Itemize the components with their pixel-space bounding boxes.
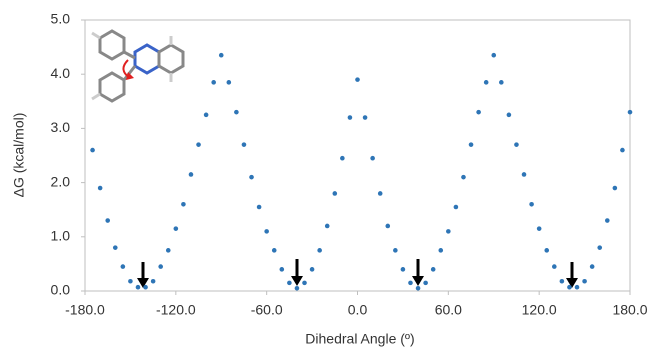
x-tick-label: -60.0 bbox=[251, 302, 283, 318]
data-point bbox=[567, 285, 572, 290]
data-point bbox=[317, 248, 322, 253]
data-point bbox=[143, 285, 148, 290]
data-point bbox=[597, 245, 602, 250]
molecule-inset bbox=[92, 31, 183, 101]
data-point bbox=[620, 148, 625, 153]
y-tick-label: 4.0 bbox=[51, 65, 71, 81]
data-point bbox=[461, 175, 466, 180]
data-point bbox=[537, 226, 542, 231]
data-point bbox=[401, 267, 406, 272]
data-point bbox=[522, 172, 527, 177]
data-point bbox=[438, 248, 443, 253]
x-tick-label: 120.0 bbox=[522, 302, 557, 318]
data-point bbox=[227, 80, 232, 85]
data-point bbox=[363, 115, 368, 120]
data-point bbox=[295, 286, 300, 291]
x-tick-label: 0.0 bbox=[348, 302, 368, 318]
data-point bbox=[340, 156, 345, 161]
y-tick-label: 0.0 bbox=[51, 282, 71, 298]
data-point bbox=[196, 142, 201, 147]
y-tick-label: 5.0 bbox=[51, 11, 71, 27]
data-point bbox=[476, 110, 481, 115]
data-point bbox=[575, 285, 580, 290]
data-point bbox=[590, 264, 595, 269]
x-tick-label: 180.0 bbox=[612, 302, 647, 318]
data-point bbox=[158, 264, 163, 269]
data-point bbox=[582, 279, 587, 284]
data-point bbox=[446, 229, 451, 234]
data-point bbox=[332, 191, 337, 196]
x-axis-title: Dihedral Angle (º) bbox=[305, 331, 414, 347]
data-point bbox=[484, 80, 489, 85]
data-point bbox=[423, 281, 428, 286]
data-point bbox=[121, 264, 126, 269]
data-point bbox=[325, 224, 330, 229]
data-point bbox=[219, 53, 224, 58]
data-point bbox=[628, 110, 633, 115]
data-point bbox=[378, 191, 383, 196]
data-point bbox=[166, 248, 171, 253]
data-point bbox=[370, 156, 375, 161]
data-point bbox=[272, 248, 277, 253]
data-point bbox=[605, 218, 610, 223]
data-point bbox=[385, 224, 390, 229]
data-point bbox=[98, 186, 103, 191]
data-point bbox=[211, 80, 216, 85]
data-point bbox=[348, 115, 353, 120]
x-tick-label: 60.0 bbox=[435, 302, 462, 318]
page: Dihedral Angle (º) ΔG (kcal/mol) 0.0 1.0 2… bbox=[0, 0, 651, 358]
data-point bbox=[469, 142, 474, 147]
data-point bbox=[613, 186, 618, 191]
data-point bbox=[552, 264, 557, 269]
data-point bbox=[529, 202, 534, 207]
data-point bbox=[280, 267, 285, 272]
data-point bbox=[560, 279, 565, 284]
x-tick-label: -180.0 bbox=[65, 302, 105, 318]
data-point bbox=[105, 218, 110, 223]
data-point bbox=[181, 202, 186, 207]
data-point bbox=[393, 248, 398, 253]
data-point bbox=[287, 281, 292, 286]
chart: Dihedral Angle (º) ΔG (kcal/mol) 0.0 1.0 2… bbox=[0, 0, 651, 358]
data-point bbox=[128, 279, 133, 284]
data-point bbox=[264, 229, 269, 234]
data-point bbox=[454, 205, 459, 210]
minimum-arrows bbox=[137, 259, 578, 288]
data-point bbox=[302, 281, 307, 286]
data-point bbox=[249, 175, 254, 180]
y-tick-label: 1.0 bbox=[51, 228, 71, 244]
data-point bbox=[151, 279, 156, 284]
y-tick-label: 2.0 bbox=[51, 173, 71, 189]
data-point bbox=[416, 286, 421, 291]
data-point bbox=[355, 77, 360, 82]
data-point bbox=[514, 142, 519, 147]
data-point bbox=[507, 113, 512, 118]
data-point bbox=[90, 148, 95, 153]
data-point bbox=[174, 226, 179, 231]
data-point bbox=[310, 267, 315, 272]
data-point bbox=[257, 205, 262, 210]
data-point bbox=[408, 281, 413, 286]
data-point bbox=[234, 110, 239, 115]
y-tick-label: 3.0 bbox=[51, 119, 71, 135]
x-tick-label: -120.0 bbox=[156, 302, 196, 318]
data-point bbox=[431, 267, 436, 272]
data-point bbox=[499, 80, 504, 85]
data-point bbox=[113, 245, 118, 250]
data-point bbox=[189, 172, 194, 177]
data-point bbox=[544, 248, 549, 253]
y-axis-title: ΔG (kcal/mol) bbox=[11, 113, 27, 198]
data-point bbox=[136, 285, 141, 290]
data-point bbox=[491, 53, 496, 58]
data-point bbox=[204, 113, 209, 118]
data-point bbox=[242, 142, 247, 147]
